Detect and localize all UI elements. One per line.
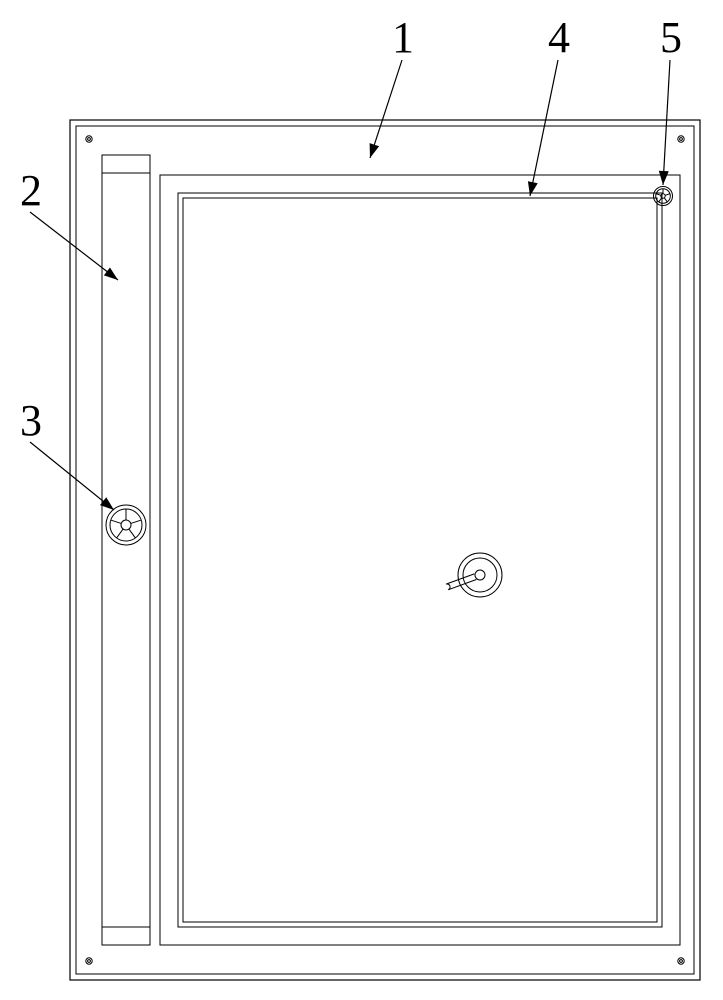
callout-5: 5 bbox=[660, 13, 682, 185]
door-panel bbox=[160, 175, 680, 945]
callout-1: 1 bbox=[370, 13, 414, 158]
corner-screws bbox=[86, 136, 684, 964]
callout-label-2: 2 bbox=[20, 166, 42, 215]
callout-label-3: 3 bbox=[20, 396, 42, 445]
handwheel-large-icon bbox=[106, 505, 146, 545]
door-handle-icon bbox=[446, 553, 502, 597]
callout-label-4: 4 bbox=[548, 13, 570, 62]
callout-2: 2 bbox=[20, 166, 118, 280]
callout-3: 3 bbox=[20, 396, 114, 510]
callout-label-1: 1 bbox=[392, 13, 414, 62]
handwheel-small-icon bbox=[654, 187, 673, 206]
callout-label-5: 5 bbox=[660, 13, 682, 62]
callout-4: 4 bbox=[530, 13, 570, 196]
outer-frame bbox=[70, 120, 700, 980]
